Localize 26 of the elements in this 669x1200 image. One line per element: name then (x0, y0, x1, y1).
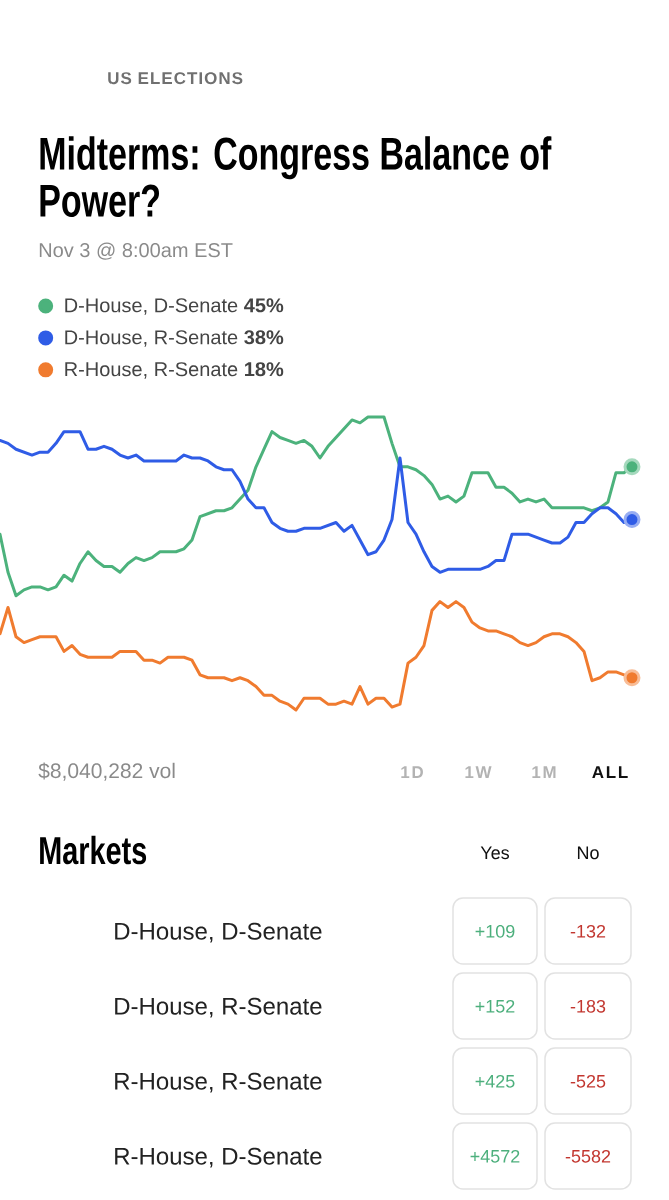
text: +152 (475, 999, 515, 1013)
text: Markets (40, 835, 147, 865)
chart-subtitle: Nov 3 @ 8:00am EST (39, 242, 233, 260)
text: D-House, D-Senate (115, 922, 322, 943)
text: D-House, R-Senate (115, 997, 322, 1018)
legend-label: R-House, R-Senate 18% (65, 362, 284, 379)
text: -183 (570, 999, 606, 1013)
legend-label: D-House, R-Senate 38% (65, 330, 284, 347)
text: -525 (570, 1074, 606, 1088)
text: +4572 (470, 1149, 520, 1163)
chart-title: Midterms: Congress Balance of Power? (40, 136, 552, 217)
text: 1W (465, 766, 492, 778)
text: $8,040,282 vol (38, 762, 175, 781)
text: US ELECTIONS (108, 72, 243, 85)
text: -5582 (565, 1149, 611, 1163)
text: R-House, R-Senate (115, 1072, 322, 1093)
text: Yes (480, 846, 510, 860)
text: 1M (532, 766, 556, 778)
text: -132 (570, 924, 606, 938)
text: +425 (475, 1074, 515, 1088)
text: ALL (592, 766, 628, 778)
legend-label: D-House, D-Senate 45% (65, 298, 284, 315)
text: R-House, D-Senate (115, 1147, 322, 1168)
text: +109 (475, 924, 515, 938)
text: No (577, 846, 599, 860)
text: 1D (401, 766, 423, 778)
